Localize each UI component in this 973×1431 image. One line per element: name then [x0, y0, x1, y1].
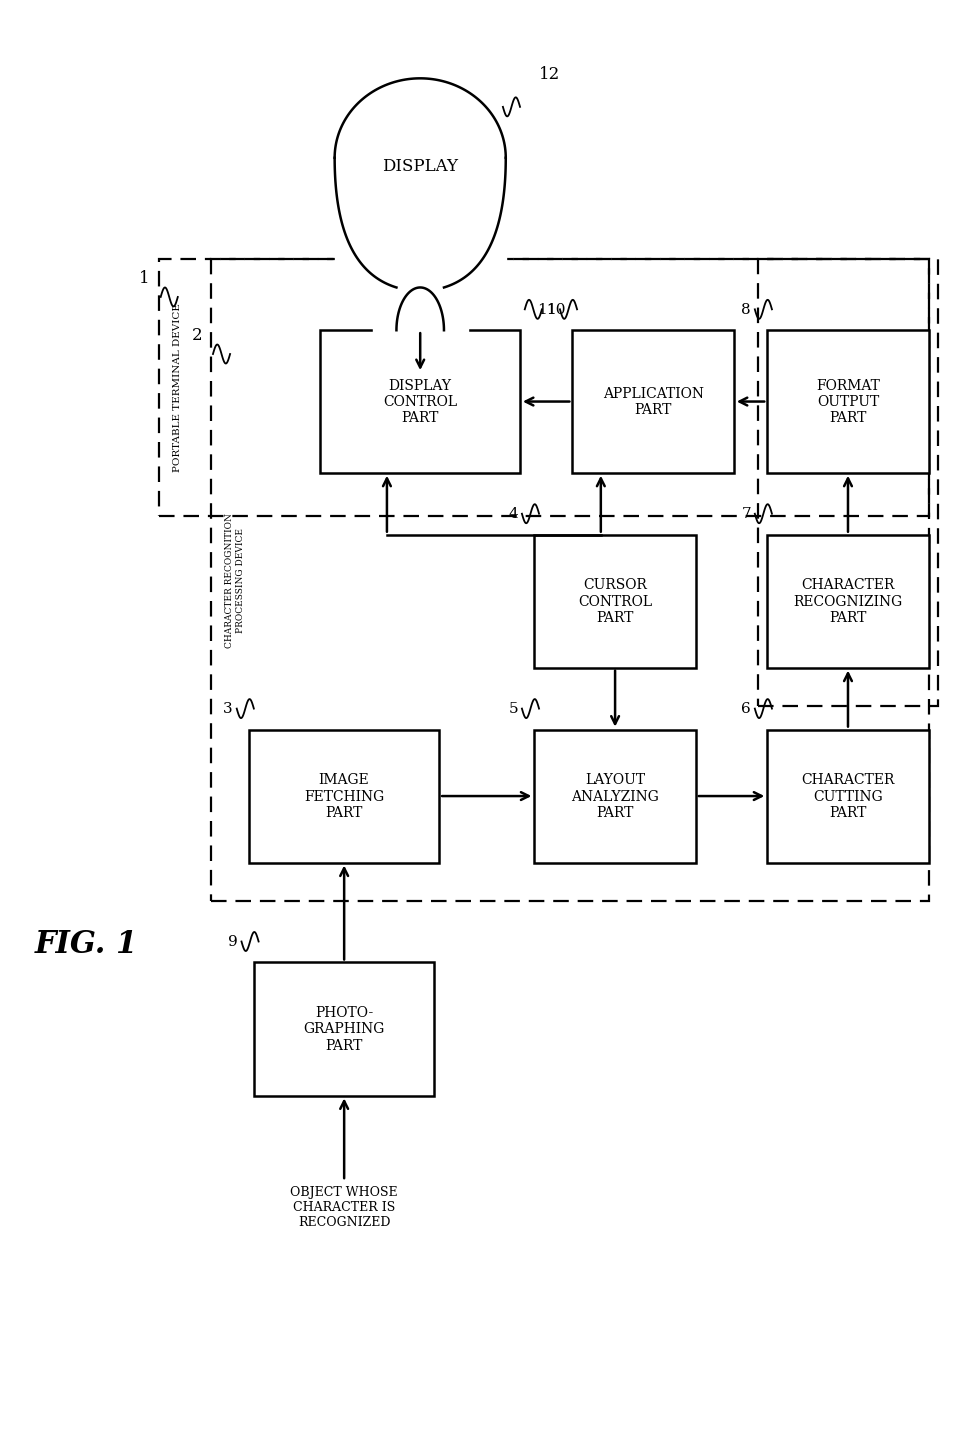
Bar	[767, 730, 928, 863]
Text: OBJECT WHOSE
CHARACTER IS
RECOGNIZED: OBJECT WHOSE CHARACTER IS RECOGNIZED	[290, 1186, 398, 1229]
Text: CURSOR
CONTROL
PART: CURSOR CONTROL PART	[578, 578, 652, 625]
Text: LAYOUT
ANALYZING
PART: LAYOUT ANALYZING PART	[571, 773, 659, 820]
Text: CHARACTER
CUTTING
PART: CHARACTER CUTTING PART	[801, 773, 894, 820]
Text: 8: 8	[741, 303, 750, 316]
Bar	[159, 259, 928, 517]
Text: 1: 1	[139, 270, 150, 286]
Text: 3: 3	[223, 701, 233, 716]
Text: FIG. 1: FIG. 1	[35, 929, 138, 960]
Bar	[767, 331, 928, 474]
Text: 11: 11	[536, 303, 556, 316]
Bar	[534, 730, 696, 863]
Text: CHARACTER RECOGNITION
PROCESSING DEVICE: CHARACTER RECOGNITION PROCESSING DEVICE	[225, 512, 244, 647]
Bar	[249, 730, 439, 863]
Text: PHOTO-
GRAPHING
PART: PHOTO- GRAPHING PART	[304, 1006, 384, 1052]
Text: 2: 2	[192, 326, 202, 343]
Text: 4: 4	[508, 507, 518, 521]
Bar	[373, 321, 467, 373]
Text: IMAGE
FETCHING
PART: IMAGE FETCHING PART	[304, 773, 384, 820]
Text: APPLICATION
PART: APPLICATION PART	[602, 386, 703, 416]
Bar	[572, 331, 734, 474]
Text: DISPLAY
CONTROL
PART: DISPLAY CONTROL PART	[383, 379, 457, 425]
Text: 10: 10	[546, 303, 565, 316]
Bar	[767, 535, 928, 668]
Text: DISPLAY: DISPLAY	[382, 157, 458, 175]
Text: PORTABLE TERMINAL DEVICE: PORTABLE TERMINAL DEVICE	[173, 303, 182, 472]
Text: 5: 5	[508, 701, 518, 716]
Text: 9: 9	[228, 934, 237, 949]
Text: 7: 7	[741, 507, 750, 521]
Text: 12: 12	[539, 66, 560, 83]
Bar	[254, 963, 434, 1096]
Bar	[211, 259, 928, 900]
Bar	[320, 331, 520, 474]
Bar	[534, 535, 696, 668]
Text: CHARACTER
RECOGNIZING
PART: CHARACTER RECOGNIZING PART	[793, 578, 902, 625]
Ellipse shape	[335, 79, 506, 238]
Text: FORMAT
OUTPUT
PART: FORMAT OUTPUT PART	[815, 379, 880, 425]
Bar	[757, 259, 938, 705]
Text: 6: 6	[740, 701, 750, 716]
Bar	[335, 79, 506, 283]
